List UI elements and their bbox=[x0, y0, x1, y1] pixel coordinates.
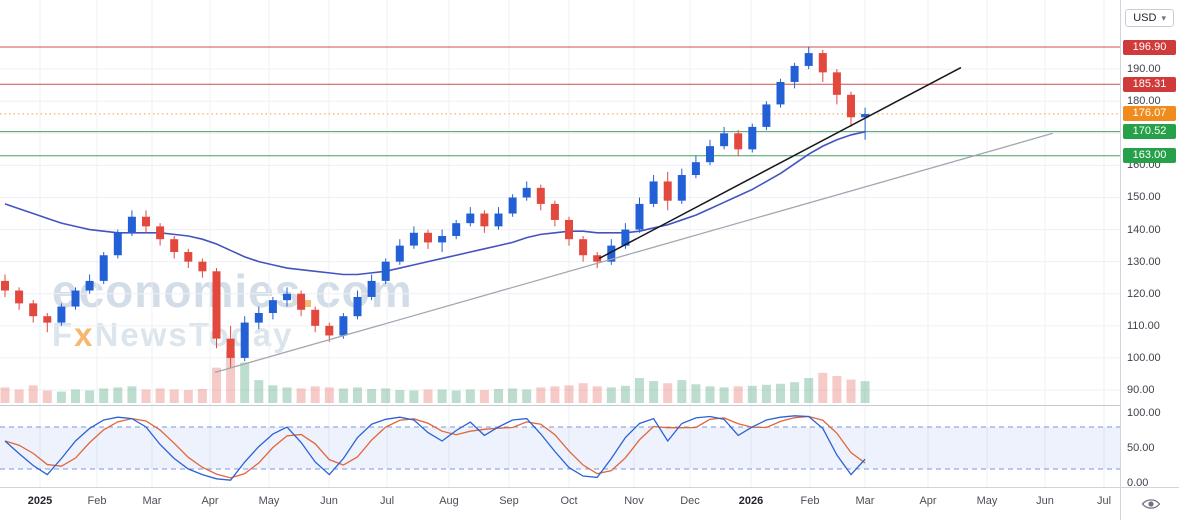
time-axis-label: Apr bbox=[919, 495, 937, 507]
price-level-badge: 170.52 bbox=[1123, 124, 1176, 140]
time-axis[interactable]: 2025 Feb Mar Apr May Jun Jul Aug Sep Oct Nov Dec 202… bbox=[0, 487, 1179, 520]
time-axis-label: 2025 bbox=[27, 495, 53, 507]
time-axis-label: Aug bbox=[439, 495, 459, 507]
time-axis-label: Oct bbox=[560, 495, 578, 507]
moving-average-line bbox=[4, 130, 866, 276]
time-axis-label: Mar bbox=[142, 495, 162, 507]
currency-selector[interactable]: USD ▾ bbox=[1125, 9, 1174, 27]
currency-label: USD bbox=[1133, 12, 1157, 24]
time-axis-label: Feb bbox=[87, 495, 107, 507]
level-lines bbox=[0, 46, 1120, 157]
time-axis-label: Nov bbox=[624, 495, 644, 507]
price-tick-label: 100.00 bbox=[1127, 351, 1161, 364]
eye-icon[interactable] bbox=[1141, 496, 1161, 512]
trendline-black bbox=[598, 66, 962, 260]
price-tick-label: 130.00 bbox=[1127, 255, 1161, 268]
time-axis-label: Dec bbox=[680, 495, 700, 507]
time-axis-label: 2026 bbox=[738, 495, 764, 507]
price-tick-label: 180.00 bbox=[1127, 95, 1161, 108]
price-tick-label: 150.00 bbox=[1127, 191, 1161, 204]
watermark-brand: economies.com bbox=[52, 265, 413, 317]
price-tick-label: 120.00 bbox=[1127, 287, 1161, 300]
price-level-badge: 176.07 bbox=[1123, 106, 1176, 122]
candlestick-series bbox=[1, 46, 870, 368]
time-axis-label: Jul bbox=[1096, 495, 1112, 507]
time-axis-label: May bbox=[976, 495, 998, 507]
price-level-badge: 163.00 bbox=[1123, 148, 1176, 164]
time-axis-label: Jul bbox=[379, 495, 395, 507]
price-axis[interactable]: 190.00 180.00 160.00 150.00 140.00 130.00 120.… bbox=[1120, 0, 1179, 489]
price-tick-label: 90.00 bbox=[1127, 384, 1155, 396]
volume-series bbox=[0, 351, 870, 403]
trendline-gray bbox=[214, 132, 1053, 373]
oscillator-band bbox=[0, 427, 1120, 469]
price-tick-label: 140.00 bbox=[1127, 223, 1161, 236]
time-axis-label: Sep bbox=[499, 495, 519, 507]
oscillator-tick-label: 0.00 bbox=[1127, 477, 1149, 489]
watermark: economies.com FxNewsToday bbox=[52, 268, 413, 351]
price-tick-label: 110.00 bbox=[1127, 319, 1160, 332]
pane-divider[interactable] bbox=[0, 405, 1120, 406]
time-axis-label: Jun bbox=[320, 495, 338, 507]
time-axis-label: May bbox=[258, 495, 280, 507]
price-chart-canvas[interactable] bbox=[0, 0, 1120, 487]
axis-corner bbox=[1120, 488, 1179, 520]
time-axis-label: Mar bbox=[855, 495, 875, 507]
price-level-badge: 185.31 bbox=[1123, 76, 1176, 92]
price-level-badge: 196.90 bbox=[1123, 39, 1176, 55]
price-tick-label: 190.00 bbox=[1127, 63, 1161, 76]
oscillator-tick-label: 100.00 bbox=[1127, 407, 1161, 419]
oscillator-signal-line bbox=[4, 415, 866, 479]
time-axis-label: Apr bbox=[201, 495, 219, 507]
chevron-down-icon: ▾ bbox=[1161, 12, 1166, 23]
time-axis-label: Feb bbox=[800, 495, 820, 507]
oscillator-main-line bbox=[4, 415, 866, 481]
time-axis-label: Jun bbox=[1036, 495, 1054, 507]
oscillator-tick-label: 50.00 bbox=[1127, 442, 1155, 454]
